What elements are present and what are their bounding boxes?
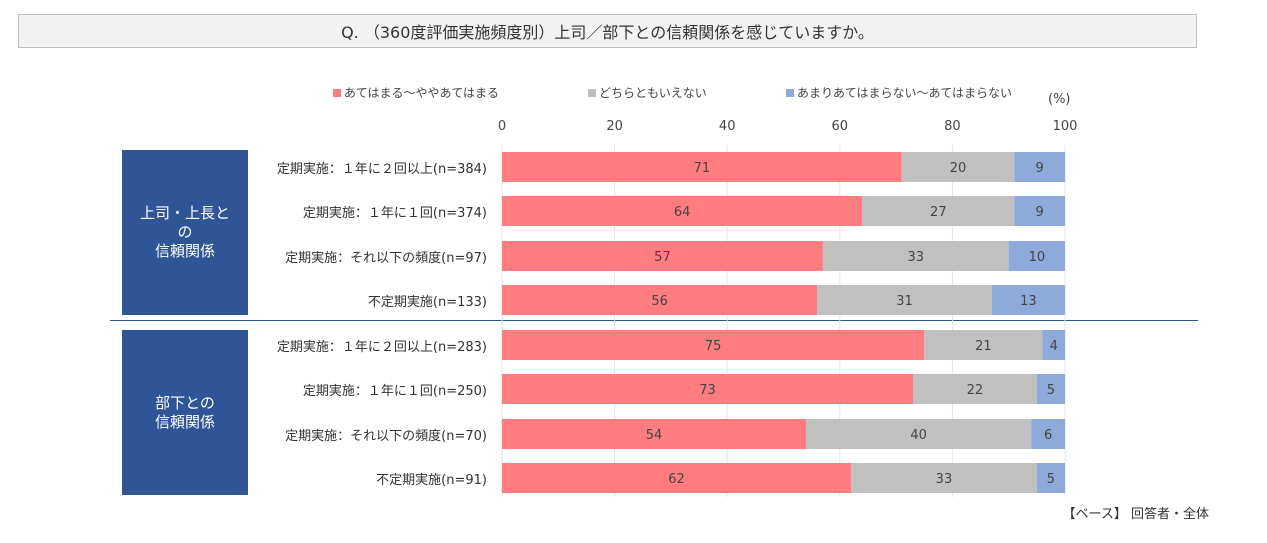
data-label: 40 <box>910 428 927 443</box>
group-divider <box>110 320 1198 321</box>
bar-segment-2 <box>822 241 1009 271</box>
bar-segment-3 <box>1014 152 1065 182</box>
row-label: 不定期実施(n=91) <box>376 473 487 488</box>
bar-segment-2 <box>862 196 1015 226</box>
x-tick-label-3: 60 <box>832 119 849 134</box>
data-label: 62 <box>668 472 685 487</box>
row-label: 定期実施：それ以下の頻度(n=70) <box>285 429 487 444</box>
data-label: 5 <box>1047 383 1055 398</box>
row-label: 定期実施：１年に２回以上(n=283) <box>276 340 487 355</box>
row-label: 定期実施：１年に２回以上(n=384) <box>276 162 487 177</box>
x-tick-label-5: 100 <box>1053 119 1078 134</box>
legend-label-3: あまりあてはまらない～あてはまらない <box>797 86 1013 100</box>
data-label: 31 <box>896 294 913 309</box>
x-tick-label-0: 0 <box>498 119 506 134</box>
data-label: 10 <box>1029 250 1046 265</box>
group-label-supervisor: 上司・上長と の 信頼関係 <box>122 150 248 315</box>
data-label: 54 <box>646 428 663 443</box>
bar-segment-2 <box>851 463 1037 493</box>
bar-segment-3 <box>1008 241 1065 271</box>
bar-segment-2 <box>912 374 1037 404</box>
row-label: 定期実施：１年に１回(n=250) <box>302 384 487 399</box>
bar-segment-1 <box>502 241 823 271</box>
data-label: 5 <box>1047 472 1055 487</box>
base-note: 【ベース】 回答者・全体 <box>1062 507 1209 522</box>
bar-segment-3 <box>1014 196 1065 226</box>
data-label: 33 <box>908 250 925 265</box>
legend-swatch-2 <box>588 88 596 97</box>
question-title: Q. （360度評価実施頻度別）上司／部下との信頼関係を感じていますか。 <box>18 14 1197 48</box>
bar-segment-3 <box>991 285 1065 315</box>
data-label: 71 <box>694 161 711 176</box>
bar-segment-2 <box>806 419 1032 449</box>
bar-segment-1 <box>502 285 818 315</box>
legend-label-1: あてはまる～ややあてはまる <box>344 86 500 100</box>
group-label-subordinate: 部下との 信頼関係 <box>122 330 248 495</box>
legend-item-3: あまりあてはまらない～あてはまらない <box>786 84 1012 101</box>
bar-segment-3 <box>1031 419 1065 449</box>
data-label: 22 <box>967 383 984 398</box>
data-label: 9 <box>1036 161 1044 176</box>
bar-segment-1 <box>502 330 925 360</box>
legend-label-2: どちらともいえない <box>599 86 707 100</box>
bar-segment-1 <box>502 196 863 226</box>
row-label: 定期実施：１年に１回(n=374) <box>302 206 487 221</box>
bar-segment-2 <box>817 285 992 315</box>
bar-segment-1 <box>502 152 902 182</box>
x-tick-label-1: 20 <box>606 119 623 134</box>
data-label: 27 <box>930 205 947 220</box>
legend-item-2: どちらともいえない <box>588 84 707 101</box>
x-tick-label-4: 80 <box>944 119 961 134</box>
data-label: 21 <box>975 339 992 354</box>
data-label: 56 <box>651 294 668 309</box>
bar-segment-1 <box>502 374 913 404</box>
bar-segment-3 <box>1036 463 1065 493</box>
row-label: 定期実施：それ以下の頻度(n=97) <box>285 251 487 266</box>
data-label: 64 <box>674 205 691 220</box>
data-label: 4 <box>1050 339 1058 354</box>
legend-item-1: あてはまる～ややあてはまる <box>333 84 499 101</box>
data-label: 33 <box>936 472 953 487</box>
data-label: 20 <box>950 161 967 176</box>
bar-segment-2 <box>901 152 1015 182</box>
data-label: 13 <box>1020 294 1037 309</box>
legend-swatch-1 <box>333 88 341 97</box>
data-label: 6 <box>1044 428 1052 443</box>
data-label: 75 <box>705 339 722 354</box>
data-label: 57 <box>654 250 671 265</box>
data-label: 73 <box>699 383 716 398</box>
legend-swatch-3 <box>786 88 794 97</box>
x-tick-label-2: 40 <box>719 119 736 134</box>
bar-segment-2 <box>924 330 1043 360</box>
bar-segment-1 <box>502 419 807 449</box>
bar-segment-3 <box>1042 330 1065 360</box>
data-label: 9 <box>1036 205 1044 220</box>
bar-segment-3 <box>1036 374 1065 404</box>
bar-segment-1 <box>502 463 852 493</box>
row-label: 不定期実施(n=133) <box>367 295 487 310</box>
unit-label: (%) <box>1048 92 1071 107</box>
